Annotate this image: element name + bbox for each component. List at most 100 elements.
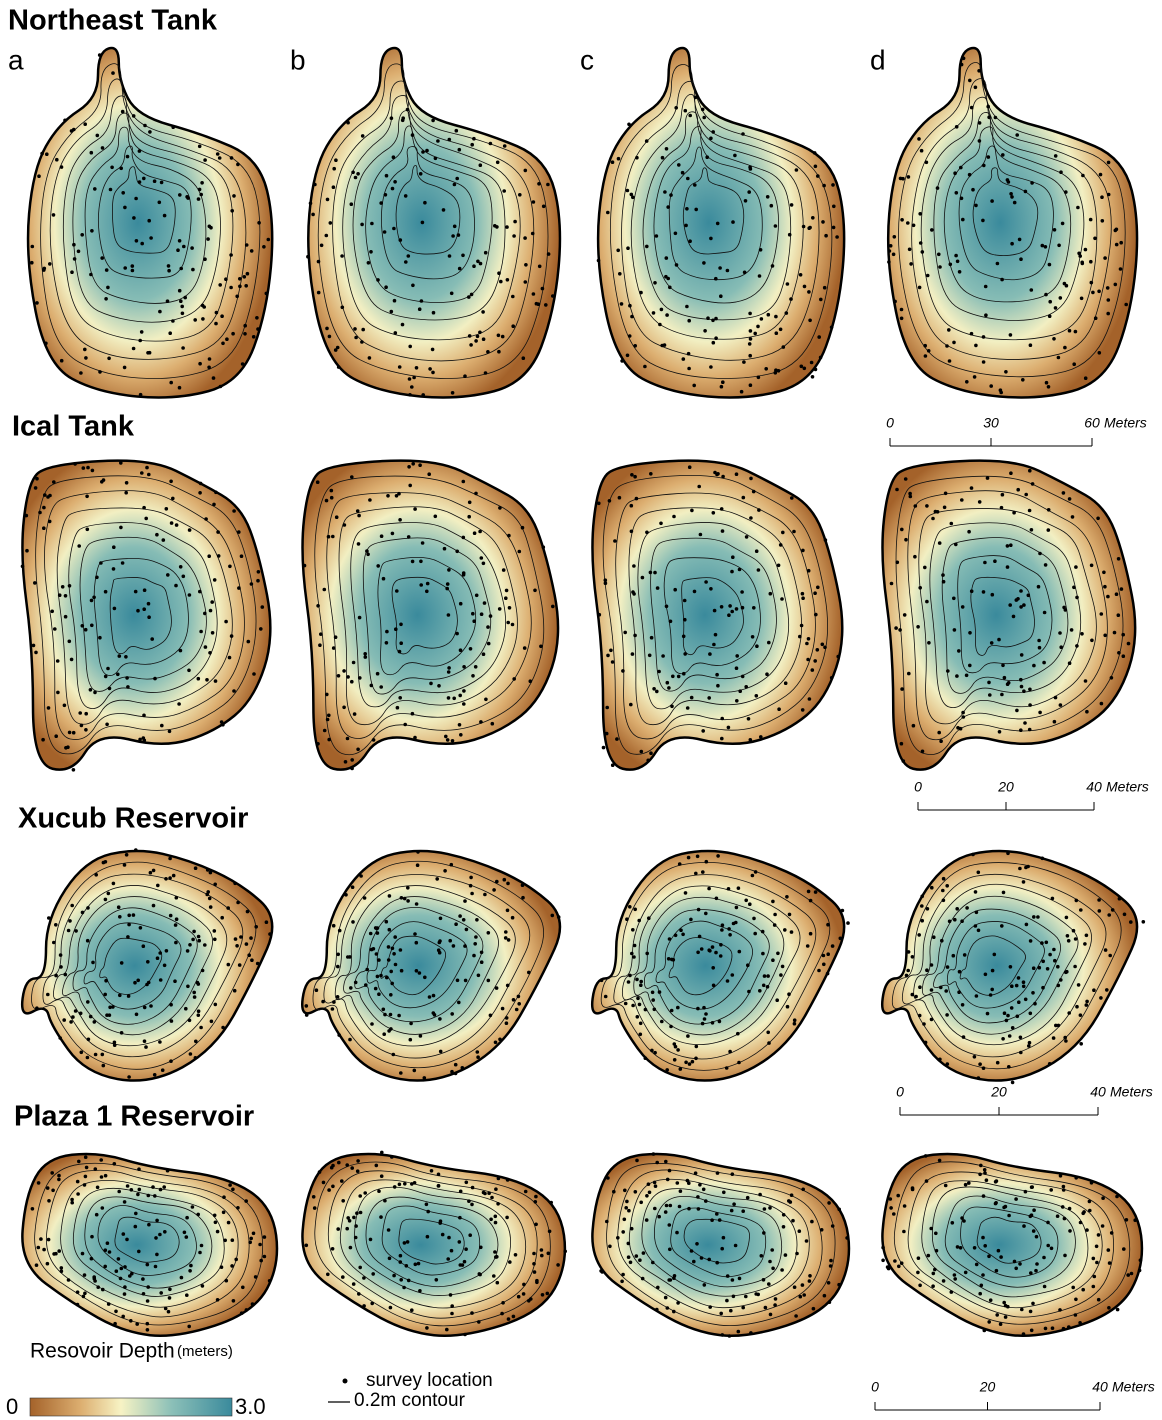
survey-point (146, 960, 150, 964)
survey-point (415, 941, 419, 945)
survey-point (761, 952, 765, 956)
survey-point (900, 308, 904, 312)
survey-point (658, 323, 662, 327)
survey-point (327, 714, 331, 718)
survey-point (713, 471, 717, 475)
survey-point (364, 655, 368, 659)
survey-point (978, 121, 982, 125)
survey-point (732, 1295, 736, 1299)
survey-point (988, 693, 992, 697)
survey-point (31, 245, 35, 249)
survey-point (448, 254, 452, 258)
survey-point (900, 218, 904, 222)
survey-point (379, 685, 383, 689)
survey-point (602, 746, 606, 750)
survey-point (368, 498, 372, 502)
survey-point (332, 167, 336, 171)
survey-point (760, 317, 764, 321)
survey-point (360, 223, 364, 227)
survey-point (417, 1262, 421, 1266)
survey-point (155, 533, 159, 537)
survey-point (813, 591, 817, 595)
survey-point (517, 1002, 521, 1006)
survey-point (423, 1076, 427, 1080)
survey-point (846, 921, 850, 925)
survey-point (474, 935, 478, 939)
survey-point (627, 1242, 631, 1246)
survey-point (1028, 469, 1032, 473)
reservoir (592, 1154, 849, 1336)
survey-point (923, 344, 927, 348)
survey-point (690, 509, 694, 513)
survey-point (511, 623, 515, 627)
survey-point (398, 365, 402, 369)
survey-point (639, 1201, 643, 1205)
survey-point (1009, 192, 1013, 196)
survey-point (805, 642, 809, 646)
survey-point (512, 998, 516, 1002)
survey-point (1033, 1002, 1037, 1006)
survey-point (138, 339, 142, 343)
survey-point (435, 1278, 439, 1282)
survey-point (707, 887, 711, 891)
survey-point (669, 1278, 673, 1282)
survey-point (978, 500, 982, 504)
survey-point (936, 186, 940, 190)
survey-point (765, 672, 769, 676)
survey-point (987, 1255, 991, 1259)
survey-point (232, 509, 236, 513)
survey-point (1062, 1185, 1066, 1189)
survey-point (997, 638, 1001, 642)
survey-point (523, 236, 527, 240)
survey-point (628, 905, 632, 909)
survey-point (218, 156, 222, 160)
survey-point (175, 917, 179, 921)
survey-point (399, 641, 403, 645)
survey-point (546, 183, 550, 187)
legend-units: (meters) (177, 1343, 233, 1360)
survey-point (956, 1245, 960, 1249)
survey-point (57, 1249, 61, 1253)
survey-point (227, 1221, 231, 1225)
survey-point (1089, 260, 1093, 264)
survey-point (462, 918, 466, 922)
survey-point (993, 953, 997, 957)
survey-point (1000, 278, 1004, 282)
survey-point (924, 1154, 928, 1158)
survey-point (1063, 1217, 1067, 1221)
survey-point (743, 271, 747, 275)
survey-point (684, 1061, 688, 1065)
survey-point (133, 981, 137, 985)
survey-point (965, 906, 969, 910)
survey-point (123, 206, 127, 210)
survey-point (203, 257, 207, 261)
survey-point (683, 652, 687, 656)
survey-point (415, 366, 419, 370)
survey-point (633, 475, 637, 479)
survey-point (80, 1051, 84, 1055)
survey-point (895, 488, 899, 492)
survey-point (827, 1281, 831, 1285)
survey-point (220, 314, 224, 318)
survey-point (773, 913, 777, 917)
survey-point (1029, 343, 1033, 347)
scale-label: 40 (1092, 1379, 1108, 1395)
survey-point (1091, 291, 1095, 295)
survey-point (735, 607, 739, 611)
survey-point (502, 189, 506, 193)
survey-point (230, 1264, 234, 1268)
survey-point (60, 1270, 64, 1274)
survey-point (359, 1211, 363, 1215)
survey-point (1051, 897, 1055, 901)
survey-point (316, 742, 320, 746)
survey-point (918, 212, 922, 216)
survey-point (1022, 603, 1026, 607)
survey-point (104, 1248, 108, 1252)
survey-point (491, 722, 495, 726)
survey-point (1028, 509, 1032, 513)
survey-point (406, 108, 410, 112)
survey-point (1029, 1310, 1033, 1314)
survey-point (660, 308, 664, 312)
survey-point (1124, 303, 1128, 307)
survey-point (628, 974, 632, 978)
